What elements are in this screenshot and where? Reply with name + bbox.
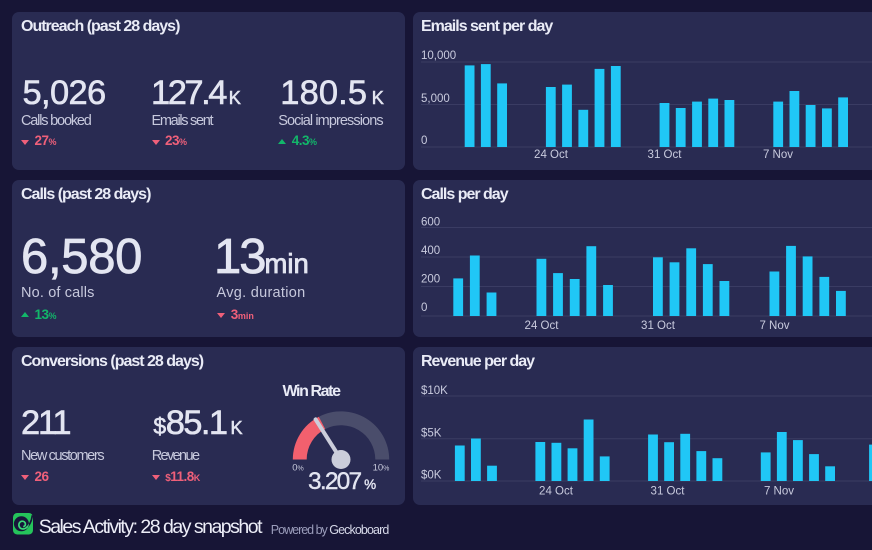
svg-text:10,000: 10,000 <box>421 50 456 62</box>
svg-text:$0K: $0K <box>421 470 442 482</box>
svg-text:0: 0 <box>421 302 427 314</box>
svg-text:10%: 10% <box>373 463 390 474</box>
svg-text:24 Oct: 24 Oct <box>534 149 569 161</box>
svg-text:24 Oct: 24 Oct <box>539 486 574 498</box>
svg-text:$5K: $5K <box>421 428 442 440</box>
svg-text:0: 0 <box>421 135 427 147</box>
svg-text:0%: 0% <box>292 463 304 474</box>
svg-text:400: 400 <box>421 245 440 257</box>
svg-text:24 Oct: 24 Oct <box>525 320 560 332</box>
svg-text:200: 200 <box>421 274 440 286</box>
svg-text:7 Nov: 7 Nov <box>763 149 793 161</box>
svg-text:$10K: $10K <box>421 385 448 397</box>
svg-text:7 Nov: 7 Nov <box>764 486 794 498</box>
svg-text:31 Oct: 31 Oct <box>641 320 676 332</box>
svg-text:31 Oct: 31 Oct <box>648 149 683 161</box>
svg-text:600: 600 <box>421 217 440 229</box>
svg-text:5,000: 5,000 <box>421 93 450 105</box>
svg-text:7 Nov: 7 Nov <box>759 320 789 332</box>
svg-text:31 Oct: 31 Oct <box>651 486 686 498</box>
